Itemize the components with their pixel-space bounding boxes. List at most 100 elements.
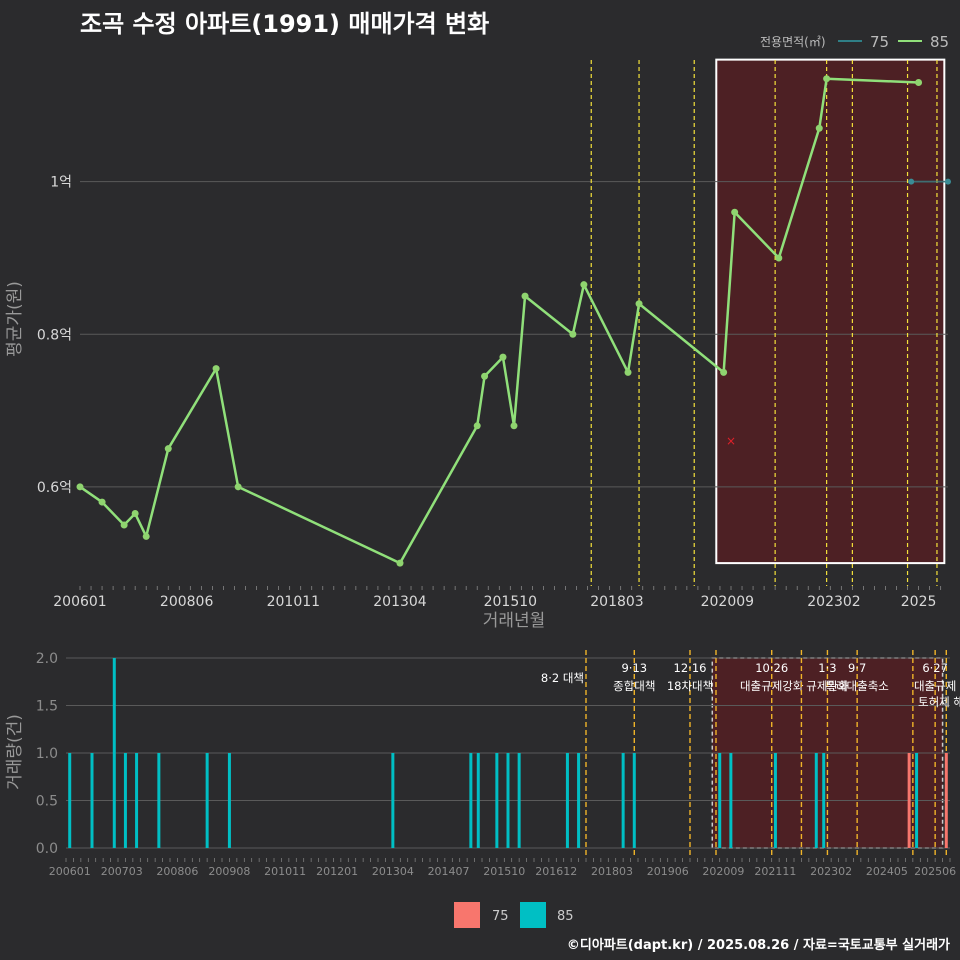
bar-85: [495, 753, 499, 848]
policy-label: 토허제 해제: [918, 695, 960, 709]
y-tick-label: 0.8억: [37, 327, 72, 343]
bar-85: [718, 753, 722, 848]
policy-label: 18차대책: [667, 679, 713, 693]
policy-label: 6·27: [922, 661, 948, 675]
bar-x-tick-label: 202111: [754, 865, 796, 878]
bar-85: [476, 753, 480, 848]
series-85-point: [731, 208, 739, 216]
series-85-point: [234, 483, 242, 491]
bar-85: [391, 753, 395, 848]
bar-x-tick-label: 201906: [647, 865, 689, 878]
highlight-box: [715, 58, 946, 565]
bar-85: [469, 753, 473, 848]
series-85-point: [499, 353, 507, 361]
bar-y-tick-label: 0.5: [36, 794, 58, 810]
y-tick-label: 1억: [50, 175, 72, 191]
bar-x-tick-label: 201612: [535, 865, 577, 878]
x-tick-label: 202302: [807, 594, 860, 610]
bar-x-tick-label: 202009: [702, 865, 744, 878]
policy-label: 1·3: [818, 661, 836, 675]
series-85-point: [624, 368, 632, 376]
bar-y-axis-label: 거래량(건): [5, 714, 25, 790]
bar-x-tick-label: 200601: [49, 865, 91, 878]
bar-85: [227, 753, 231, 848]
series-85-point: [635, 300, 643, 308]
x-tick-label: 201304: [373, 594, 427, 610]
bar-85: [112, 658, 116, 848]
series-85-point: [76, 483, 84, 491]
bar-x-tick-label: 202302: [810, 865, 852, 878]
policy-label: 8·2 대책: [541, 671, 584, 685]
bar-x-tick-label: 201304: [372, 865, 414, 878]
legend-label-85: 85: [930, 33, 949, 51]
bar-85: [729, 753, 733, 848]
bar-x-tick-label: 202405: [866, 865, 908, 878]
series-85-point: [396, 559, 404, 567]
bar-legend-label-85: 85: [557, 909, 574, 924]
series-75-point: [908, 178, 915, 185]
bar-85: [68, 753, 72, 848]
policy-label: 종합대책: [613, 679, 655, 693]
x-tick-label: 201510: [484, 594, 537, 610]
bar-85: [205, 753, 209, 848]
bar-x-tick-label: 201201: [316, 865, 358, 878]
x-tick-label: 201803: [590, 594, 643, 610]
chart-title: 조곡 수정 아파트(1991) 매매가격 변화: [80, 10, 490, 38]
bar-85: [135, 753, 139, 848]
bar-85: [90, 753, 94, 848]
series-85-point: [481, 372, 489, 380]
series-85-point: [720, 368, 728, 376]
bar-x-tick-label: 200806: [156, 865, 198, 878]
bar-85: [621, 753, 625, 848]
series-85-point: [521, 292, 529, 300]
series-85-point: [775, 254, 783, 262]
policy-label: 10·26: [755, 661, 788, 675]
y-tick-label: 0.6억: [37, 480, 72, 496]
series-85-point: [142, 532, 150, 540]
bar-x-tick-label: 201510: [483, 865, 525, 878]
series-85-point: [473, 422, 481, 430]
bar-75: [944, 753, 948, 848]
x-tick-label: 201011: [267, 594, 320, 610]
policy-label: 특례대출축소: [825, 679, 888, 693]
series-85-point: [131, 510, 139, 518]
bar-x-tick-label: 201407: [428, 865, 470, 878]
policy-label: 9·7: [848, 661, 866, 675]
series-85-point: [164, 445, 172, 453]
footer-credit: ©디아파트(dapt.kr) / 2025.08.26 / 자료=국토교통부 실…: [566, 938, 950, 953]
bar-y-tick-label: 1.0: [36, 746, 58, 762]
bar-x-tick-label: 201803: [591, 865, 633, 878]
x-tick-label: 2025: [901, 594, 937, 610]
bar-x-tick-label: 201011: [264, 865, 306, 878]
series-85-point: [510, 422, 518, 430]
x-tick-label: 200806: [160, 594, 214, 610]
series-85-point: [120, 521, 128, 529]
x-tick-label: 200601: [53, 594, 106, 610]
policy-label: 12·16: [674, 661, 707, 675]
series-85-point: [212, 365, 220, 373]
bar-85: [157, 753, 161, 848]
outlier-marker: ×: [726, 434, 736, 448]
bar-x-tick-label: 200908: [208, 865, 250, 878]
bar-legend-swatch-75: [454, 902, 480, 928]
series-85-point: [569, 330, 577, 338]
y-axis-label: 평균가(원): [5, 281, 25, 357]
bar-85: [915, 753, 919, 848]
bar-85: [822, 753, 826, 848]
series-85-line: [79, 77, 919, 565]
x-axis-label: 거래년월: [483, 611, 546, 631]
series-85-point: [98, 498, 106, 506]
bar-85: [773, 753, 777, 848]
bar-85: [506, 753, 510, 848]
series-75-point: [945, 178, 951, 185]
series-85-point: [823, 75, 831, 83]
bar-85: [565, 753, 569, 848]
series-85-point: [915, 79, 923, 87]
policy-label: 규제완화: [806, 679, 849, 693]
legend-label-75: 75: [870, 33, 889, 51]
policy-label: 대출규제: [914, 679, 956, 693]
bar-85: [632, 753, 636, 848]
x-tick-label: 202009: [701, 594, 754, 610]
bar-85: [577, 753, 581, 848]
series-85-point: [580, 281, 588, 289]
